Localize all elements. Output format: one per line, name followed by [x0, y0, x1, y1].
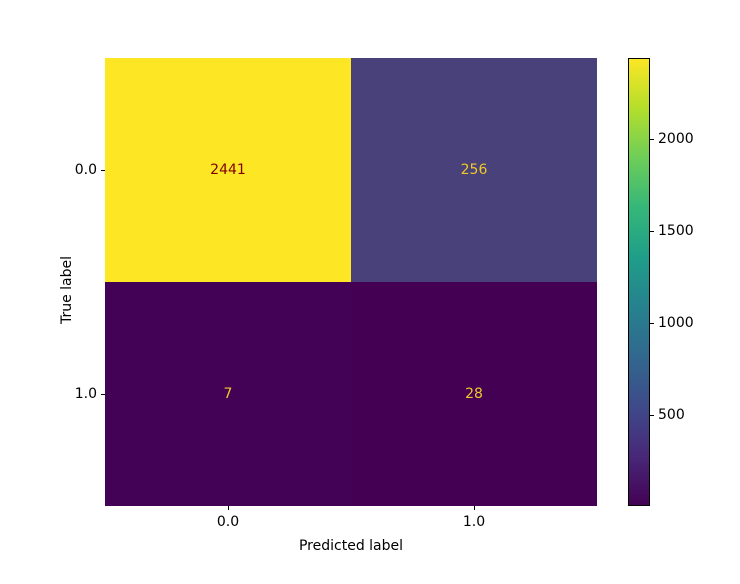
colorbar-gradient	[628, 58, 650, 506]
colorbar-tick-mark	[650, 231, 654, 232]
matrix-cell: 7	[105, 282, 351, 506]
colorbar-tick-mark	[650, 323, 654, 324]
heatmap-axes: 2441 256 7 28	[105, 58, 597, 506]
colorbar-tick-mark	[650, 139, 654, 140]
colorbar	[628, 58, 650, 506]
colorbar-tick-label: 2000	[658, 131, 694, 147]
y-tick-label: 1.0	[69, 386, 97, 402]
cell-value: 2441	[210, 162, 246, 178]
colorbar-tick-label: 1000	[658, 315, 694, 331]
x-tick-label: 0.0	[217, 514, 239, 530]
matrix-cell: 28	[351, 282, 597, 506]
x-tick-mark	[228, 506, 229, 510]
confusion-matrix-heatmap: 2441 256 7 28	[105, 58, 597, 506]
matrix-cell: 256	[351, 58, 597, 282]
colorbar-tick-mark	[650, 415, 654, 416]
y-axis-label: True label	[59, 256, 75, 324]
x-axis-label: Predicted label	[299, 538, 403, 554]
figure: 2441 256 7 28 0.0 1.0 0.0 1.0 Predicted …	[0, 0, 740, 584]
y-tick-mark	[101, 170, 105, 171]
x-tick-label: 1.0	[463, 514, 485, 530]
x-tick-mark	[474, 506, 475, 510]
cell-value: 28	[465, 386, 483, 402]
cell-value: 256	[461, 162, 488, 178]
y-tick-mark	[101, 394, 105, 395]
colorbar-tick-label: 500	[658, 407, 685, 423]
matrix-cell: 2441	[105, 58, 351, 282]
cell-value: 7	[224, 386, 233, 402]
colorbar-tick-label: 1500	[658, 223, 694, 239]
y-tick-label: 0.0	[69, 162, 97, 178]
